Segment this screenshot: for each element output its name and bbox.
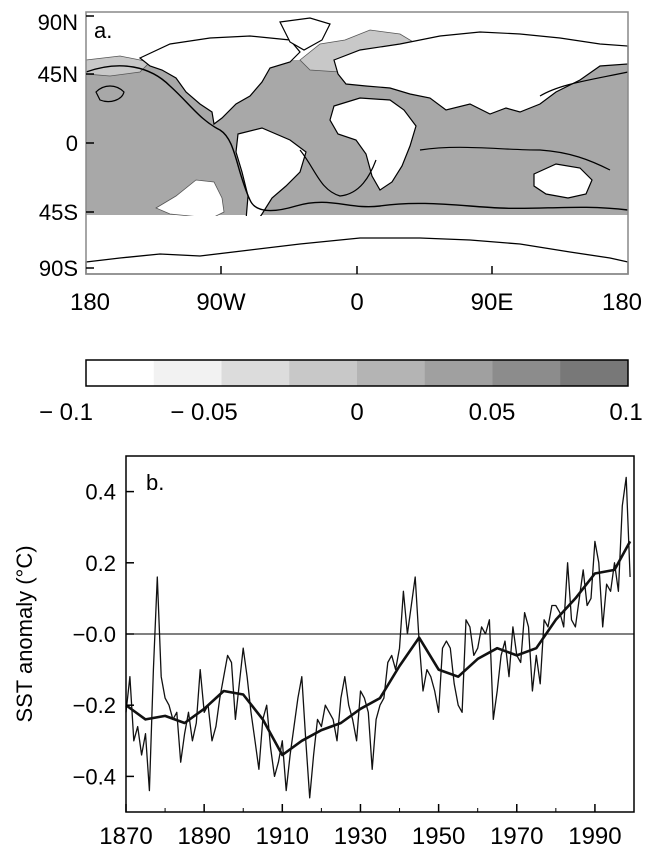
- south-america: [235, 127, 307, 227]
- lon-tick-label: 180: [602, 289, 642, 316]
- colorbar-cell: [221, 360, 290, 386]
- africa: [329, 97, 417, 191]
- lat-tick-label: 90N: [38, 10, 78, 35]
- australia: [533, 163, 593, 199]
- x-tick-label: 1970: [490, 823, 543, 848]
- y-tick-label: 0.2: [85, 551, 116, 576]
- contour-line: [539, 71, 629, 97]
- lat-tick-label: 45S: [39, 200, 78, 225]
- colorbar-cells: [86, 360, 629, 386]
- x-tick-label: 1990: [568, 823, 621, 848]
- contour-line: [299, 149, 377, 197]
- y-tick-label: −0.0: [73, 622, 116, 647]
- lon-axis: 180 90W 0 90E 180: [70, 266, 642, 316]
- colorbar-tick-label: − 0.05: [170, 399, 237, 426]
- x-tick-label: 1870: [99, 823, 152, 848]
- x-tick-label: 1910: [256, 823, 309, 848]
- colorbar-frame: [85, 359, 629, 387]
- y-tick-label: −0.2: [73, 693, 116, 718]
- lon-tick-label: 90E: [471, 289, 514, 316]
- contour-line: [95, 85, 125, 103]
- map-panel: a. 90N 45N 0 45S 90S 180 90W 0 90E 180: [38, 10, 642, 316]
- x-tick-label: 1930: [334, 823, 387, 848]
- chart-panel-label: b.: [146, 470, 164, 495]
- colorbar-cell: [492, 360, 561, 386]
- lat-tick-label: 0: [66, 131, 78, 156]
- contour-line: [85, 65, 629, 212]
- x-tick-label: 1950: [412, 823, 465, 848]
- sst-timeseries-chart: 1870 1890 1910 1930 1950 1970 1990 0.4 0.2 −0.0 −…: [12, 455, 635, 848]
- colorbar: − 0.1 − 0.05 0 0.05 0.1: [39, 359, 643, 426]
- lat-tick-label: 90S: [39, 256, 78, 281]
- eurasia: [333, 31, 629, 115]
- colorbar-cell: [424, 360, 493, 386]
- lon-tick-label: 0: [350, 289, 363, 316]
- series-group: [125, 476, 632, 799]
- colorbar-cell: [86, 360, 155, 386]
- lat-tick-label: 45N: [38, 62, 78, 87]
- south-pacific-white: [155, 179, 225, 219]
- lon-tick-label: 180: [70, 289, 110, 316]
- colorbar-cell: [289, 360, 358, 386]
- lon-tick-label: 90W: [196, 289, 246, 316]
- map-panel-label: a.: [94, 18, 112, 43]
- x-axis: 1870 1890 1910 1930 1950 1970 1990: [99, 804, 622, 848]
- colorbar-tick-label: 0: [350, 399, 363, 426]
- greenland: [279, 17, 331, 51]
- y-axis-label: SST anomaly (°C): [12, 545, 37, 722]
- y-tick-label: 0.4: [85, 480, 116, 505]
- colorbar-cell: [357, 360, 426, 386]
- colorbar-tick-label: 0.1: [609, 399, 642, 426]
- colorbar-tick-label: 0.05: [469, 399, 516, 426]
- y-axis: 0.4 0.2 −0.0 −0.2 −0.4: [73, 480, 134, 789]
- y-tick-label: −0.4: [73, 764, 116, 789]
- x-tick-label: 1890: [177, 823, 230, 848]
- north-america: [138, 35, 301, 126]
- contour-line: [419, 146, 611, 171]
- colorbar-ticks: − 0.1 − 0.05 0 0.05 0.1: [39, 399, 643, 426]
- series-line-smoothed: [125, 540, 632, 757]
- colorbar-cell: [153, 360, 222, 386]
- colorbar-tick-label: − 0.1: [39, 399, 93, 426]
- colorbar-cell: [560, 360, 629, 386]
- series-line-monthly: [125, 476, 631, 799]
- lat-axis: 90N 45N 0 45S 90S: [38, 10, 94, 281]
